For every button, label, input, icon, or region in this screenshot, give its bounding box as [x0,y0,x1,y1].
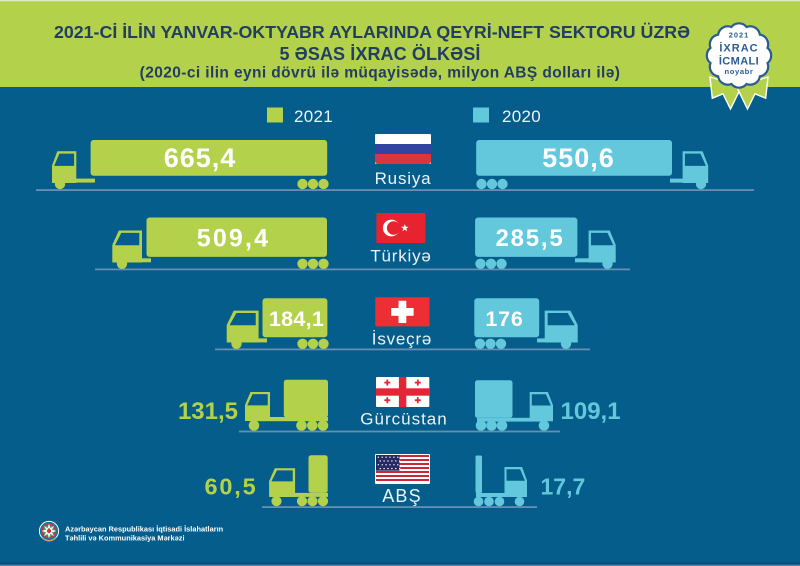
svg-text:176: 176 [485,307,523,331]
svg-text:Təhlili və Kommunikasiya Mərkə: Təhlili və Kommunikasiya Mərkəzi [65,534,185,543]
svg-text:2021: 2021 [294,107,333,126]
svg-text:Azərbaycan Respublikası İqtisa: Azərbaycan Respublikası İqtisadi İslahat… [65,525,224,534]
svg-text:Gürcüstan: Gürcüstan [360,409,447,428]
svg-text:509,4: 509,4 [197,224,271,252]
svg-text:Rusiya: Rusiya [375,169,432,188]
svg-text:(2020-ci ilin eyni dövrü ilə m: (2020-ci ilin eyni dövrü ilə müqayisədə,… [140,65,621,82]
svg-text:2021-Cİ İLİN YANVAR-OKTYABR AY: 2021-Cİ İLİN YANVAR-OKTYABR AYLARINDA QE… [54,22,690,42]
svg-text:noyabr: noyabr [725,67,754,76]
svg-text:109,1: 109,1 [561,398,621,425]
svg-text:550,6: 550,6 [542,143,615,173]
svg-text:İXRAC: İXRAC [719,42,758,55]
svg-text:ABŞ: ABŞ [382,486,422,506]
svg-text:184,1: 184,1 [269,307,324,331]
svg-text:İsveçrə: İsveçrə [372,330,432,349]
svg-text:60,5: 60,5 [205,473,258,499]
svg-text:131,5: 131,5 [178,398,238,425]
svg-text:2020: 2020 [502,107,541,126]
svg-text:665,4: 665,4 [164,143,237,173]
svg-text:5 ƏSAS İXRAC ÖLKƏSİ: 5 ƏSAS İXRAC ÖLKƏSİ [279,44,480,64]
svg-text:17,7: 17,7 [541,474,586,500]
svg-text:285,5: 285,5 [495,225,564,252]
svg-text:Türkiyə: Türkiyə [370,247,431,266]
svg-text:İCMALI: İCMALI [719,55,759,68]
svg-text:2021: 2021 [729,30,749,39]
